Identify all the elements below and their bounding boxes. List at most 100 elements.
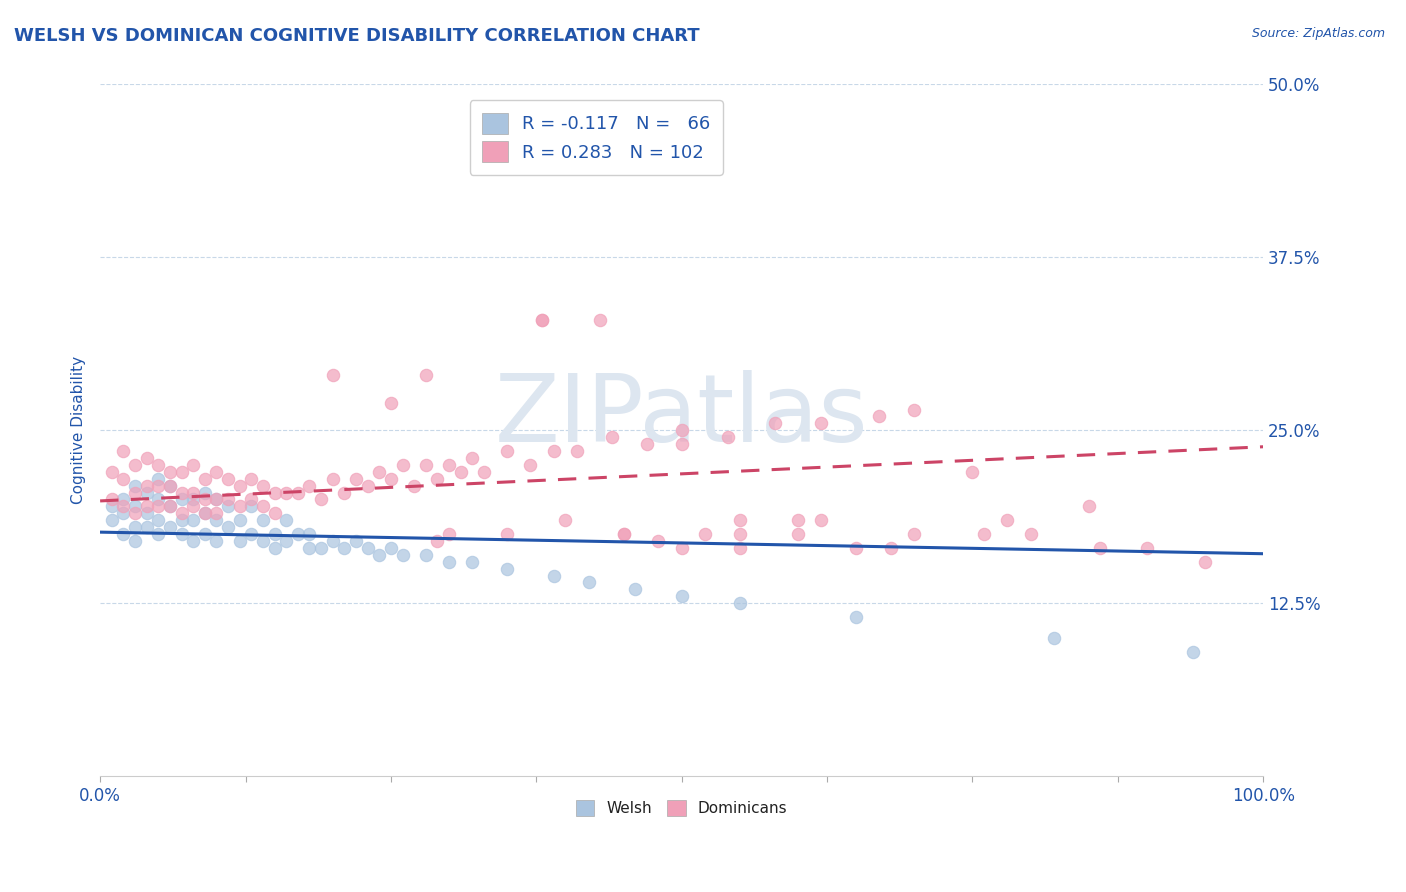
Point — [671, 541, 693, 555]
Point — [112, 506, 135, 520]
Point — [170, 513, 193, 527]
Point — [217, 472, 239, 486]
Point — [647, 533, 669, 548]
Point — [217, 500, 239, 514]
Point — [194, 485, 217, 500]
Point — [962, 465, 984, 479]
Point — [589, 312, 612, 326]
Point — [728, 541, 751, 555]
Point — [205, 492, 228, 507]
Point — [496, 527, 519, 541]
Text: ZIPatlas: ZIPatlas — [495, 370, 869, 462]
Point — [368, 548, 391, 562]
Point — [194, 472, 217, 486]
Point — [787, 527, 810, 541]
Point — [252, 533, 274, 548]
Point — [671, 590, 693, 604]
Point — [973, 527, 995, 541]
Point — [205, 465, 228, 479]
Point — [205, 513, 228, 527]
Point — [124, 506, 146, 520]
Point — [543, 444, 565, 458]
Point — [181, 485, 204, 500]
Point — [531, 312, 554, 326]
Point — [787, 513, 810, 527]
Point — [148, 478, 170, 492]
Point — [728, 596, 751, 610]
Point — [148, 500, 170, 514]
Point — [194, 527, 217, 541]
Point — [600, 430, 623, 444]
Point — [181, 513, 204, 527]
Point — [461, 555, 484, 569]
Point — [624, 582, 647, 597]
Point — [333, 485, 356, 500]
Point — [380, 395, 402, 409]
Point — [1043, 631, 1066, 645]
Point — [437, 527, 460, 541]
Point — [415, 368, 437, 382]
Legend: Welsh, Dominicans: Welsh, Dominicans — [568, 793, 796, 824]
Point — [112, 472, 135, 486]
Point — [309, 541, 332, 555]
Point — [845, 541, 868, 555]
Point — [671, 423, 693, 437]
Point — [124, 520, 146, 534]
Point — [170, 506, 193, 520]
Point — [228, 513, 250, 527]
Point — [717, 430, 740, 444]
Point — [519, 458, 541, 472]
Point — [240, 492, 263, 507]
Point — [612, 527, 634, 541]
Point — [322, 533, 344, 548]
Text: Source: ZipAtlas.com: Source: ZipAtlas.com — [1251, 27, 1385, 40]
Point — [671, 437, 693, 451]
Point — [181, 492, 204, 507]
Point — [461, 450, 484, 465]
Point — [1136, 541, 1159, 555]
Point — [148, 492, 170, 507]
Point — [426, 533, 449, 548]
Point — [124, 500, 146, 514]
Point — [276, 485, 298, 500]
Point — [181, 500, 204, 514]
Point — [170, 485, 193, 500]
Point — [868, 409, 890, 424]
Point — [170, 492, 193, 507]
Point — [135, 450, 157, 465]
Point — [252, 478, 274, 492]
Point — [543, 568, 565, 582]
Point — [205, 533, 228, 548]
Point — [100, 500, 122, 514]
Point — [159, 478, 181, 492]
Point — [380, 472, 402, 486]
Point — [112, 527, 135, 541]
Point — [148, 458, 170, 472]
Point — [287, 527, 309, 541]
Point — [100, 492, 122, 507]
Point — [845, 610, 868, 624]
Point — [159, 500, 181, 514]
Point — [810, 417, 832, 431]
Point — [391, 458, 413, 472]
Point — [298, 541, 321, 555]
Point — [496, 562, 519, 576]
Point — [240, 527, 263, 541]
Point — [298, 527, 321, 541]
Point — [170, 465, 193, 479]
Text: WELSH VS DOMINICAN COGNITIVE DISABILITY CORRELATION CHART: WELSH VS DOMINICAN COGNITIVE DISABILITY … — [14, 27, 700, 45]
Point — [578, 575, 600, 590]
Point — [263, 527, 285, 541]
Point — [763, 417, 786, 431]
Point — [148, 527, 170, 541]
Point — [194, 492, 217, 507]
Point — [344, 472, 367, 486]
Point — [135, 478, 157, 492]
Point — [135, 520, 157, 534]
Y-axis label: Cognitive Disability: Cognitive Disability — [72, 356, 86, 504]
Point — [1194, 555, 1216, 569]
Point — [181, 458, 204, 472]
Point — [322, 368, 344, 382]
Point — [995, 513, 1018, 527]
Point — [612, 527, 634, 541]
